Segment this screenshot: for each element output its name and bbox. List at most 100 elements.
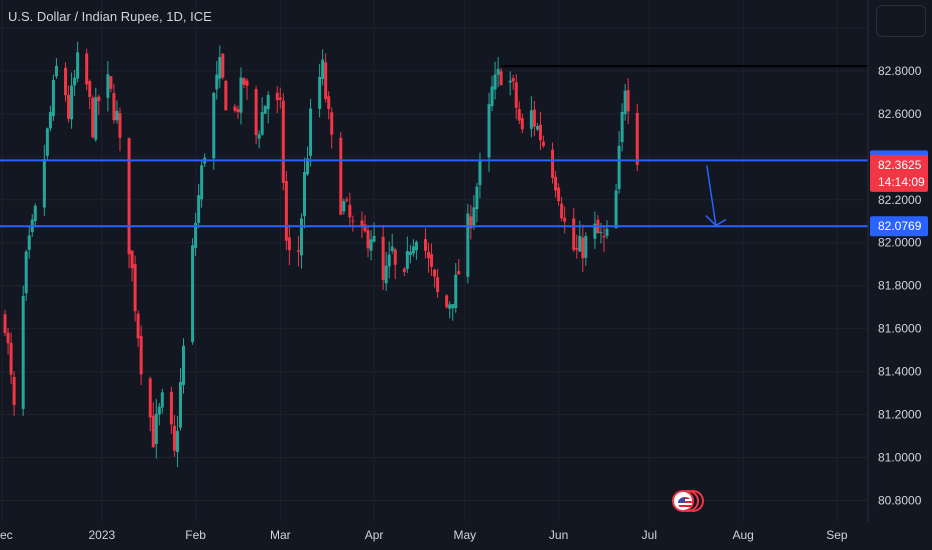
candle-up [490, 86, 494, 107]
candle-down [67, 94, 71, 119]
candle-down [514, 82, 518, 108]
candle-down [551, 149, 555, 178]
candle-down [91, 97, 95, 138]
candle-up [466, 213, 470, 277]
candle-up [454, 274, 458, 309]
candle-up [263, 105, 267, 114]
candle-up [478, 160, 482, 186]
candle-up [535, 126, 539, 130]
candle-up [194, 222, 198, 249]
candle-up [21, 295, 25, 409]
candle-up [496, 68, 500, 75]
candle-up [411, 246, 415, 254]
candle-down [445, 295, 449, 308]
candle-up [309, 108, 313, 156]
y-tick-label: 81.8000 [878, 279, 922, 293]
candle-up [617, 145, 621, 190]
candle-up [623, 90, 627, 115]
candle-down [278, 97, 282, 100]
price-axis: 83.000082.800082.600082.400082.200082.00… [878, 21, 922, 508]
candle-down [348, 204, 352, 218]
candle-up [200, 165, 204, 200]
candle-up [578, 235, 582, 252]
candle-up [73, 77, 77, 86]
candle-down [532, 109, 536, 127]
candle-down [511, 78, 515, 82]
candle-up [106, 74, 110, 98]
candle-down [3, 314, 7, 333]
y-tick-label: 81.2000 [878, 408, 922, 422]
last-price-tag [870, 154, 928, 192]
candle-down [118, 113, 122, 138]
candle-down [233, 106, 237, 111]
candle-up [414, 241, 418, 251]
y-tick-label: 80.8000 [878, 494, 922, 508]
candle-up [384, 265, 388, 284]
candle-down [517, 108, 521, 121]
x-tick-label: Sep [826, 528, 848, 542]
candle-up [614, 190, 618, 229]
candle-up [45, 128, 49, 156]
candle-down [296, 250, 300, 252]
candle-down [64, 67, 68, 96]
y-tick-label: 82.2000 [878, 193, 922, 207]
candle-up [218, 57, 222, 79]
candle-down [345, 199, 349, 201]
candle-up [182, 345, 185, 386]
candle-up [197, 195, 201, 223]
candle-down [330, 112, 334, 135]
candle-down [88, 81, 92, 97]
last-price-label: 82.3625 [878, 158, 922, 172]
candle-down [172, 425, 176, 451]
candle-down [402, 268, 406, 273]
y-tick-label: 81.0000 [878, 451, 922, 465]
candle-down [541, 141, 545, 146]
candle-down [557, 187, 561, 202]
candle-down [327, 96, 331, 110]
candle-up [115, 110, 119, 121]
candle-down [635, 113, 639, 165]
candle-down [97, 96, 101, 102]
candle-up [299, 218, 303, 256]
candle-up [42, 158, 46, 208]
chart-settings-button[interactable] [876, 5, 926, 37]
candle-up [260, 112, 264, 135]
candle-down [130, 250, 134, 269]
candle-down [109, 76, 113, 89]
candle-up [306, 158, 310, 175]
down-arrow-drawing [705, 165, 727, 227]
candle-down [393, 249, 397, 265]
economic-events-icon[interactable] [672, 490, 704, 514]
candle-down [339, 137, 343, 215]
candle-down [245, 80, 249, 86]
y-tick-label: 82.6000 [878, 107, 922, 121]
candle-up [94, 97, 98, 140]
candle-up [257, 134, 261, 139]
candle-up [215, 74, 219, 90]
time-axis: Dec 2023 Feb Mar Apr May Jun Jul Aug Sep [0, 528, 848, 542]
candle-down [275, 92, 279, 101]
y-tick-label: 81.4000 [878, 365, 922, 379]
candle-down [136, 313, 140, 339]
candle-up [584, 236, 588, 258]
candle-down [538, 124, 542, 141]
candle-down [581, 237, 585, 259]
candle-up [448, 304, 452, 309]
x-tick-label: May [453, 528, 476, 542]
candle-down [351, 220, 355, 222]
candle-down [554, 176, 558, 191]
candle-down [427, 251, 431, 259]
line-price-label: 82.0769 [878, 219, 922, 233]
candle-down [381, 236, 385, 280]
x-tick-label: Jun [549, 528, 568, 542]
candle-down [85, 53, 89, 85]
x-tick-label: Dec [0, 528, 13, 542]
candle-down [284, 180, 288, 241]
line-price-tag [870, 216, 928, 237]
candle-up [321, 59, 325, 79]
candle-down [563, 217, 567, 222]
candle-down [433, 269, 437, 277]
candle-down [242, 78, 246, 85]
candle-up [475, 186, 479, 210]
